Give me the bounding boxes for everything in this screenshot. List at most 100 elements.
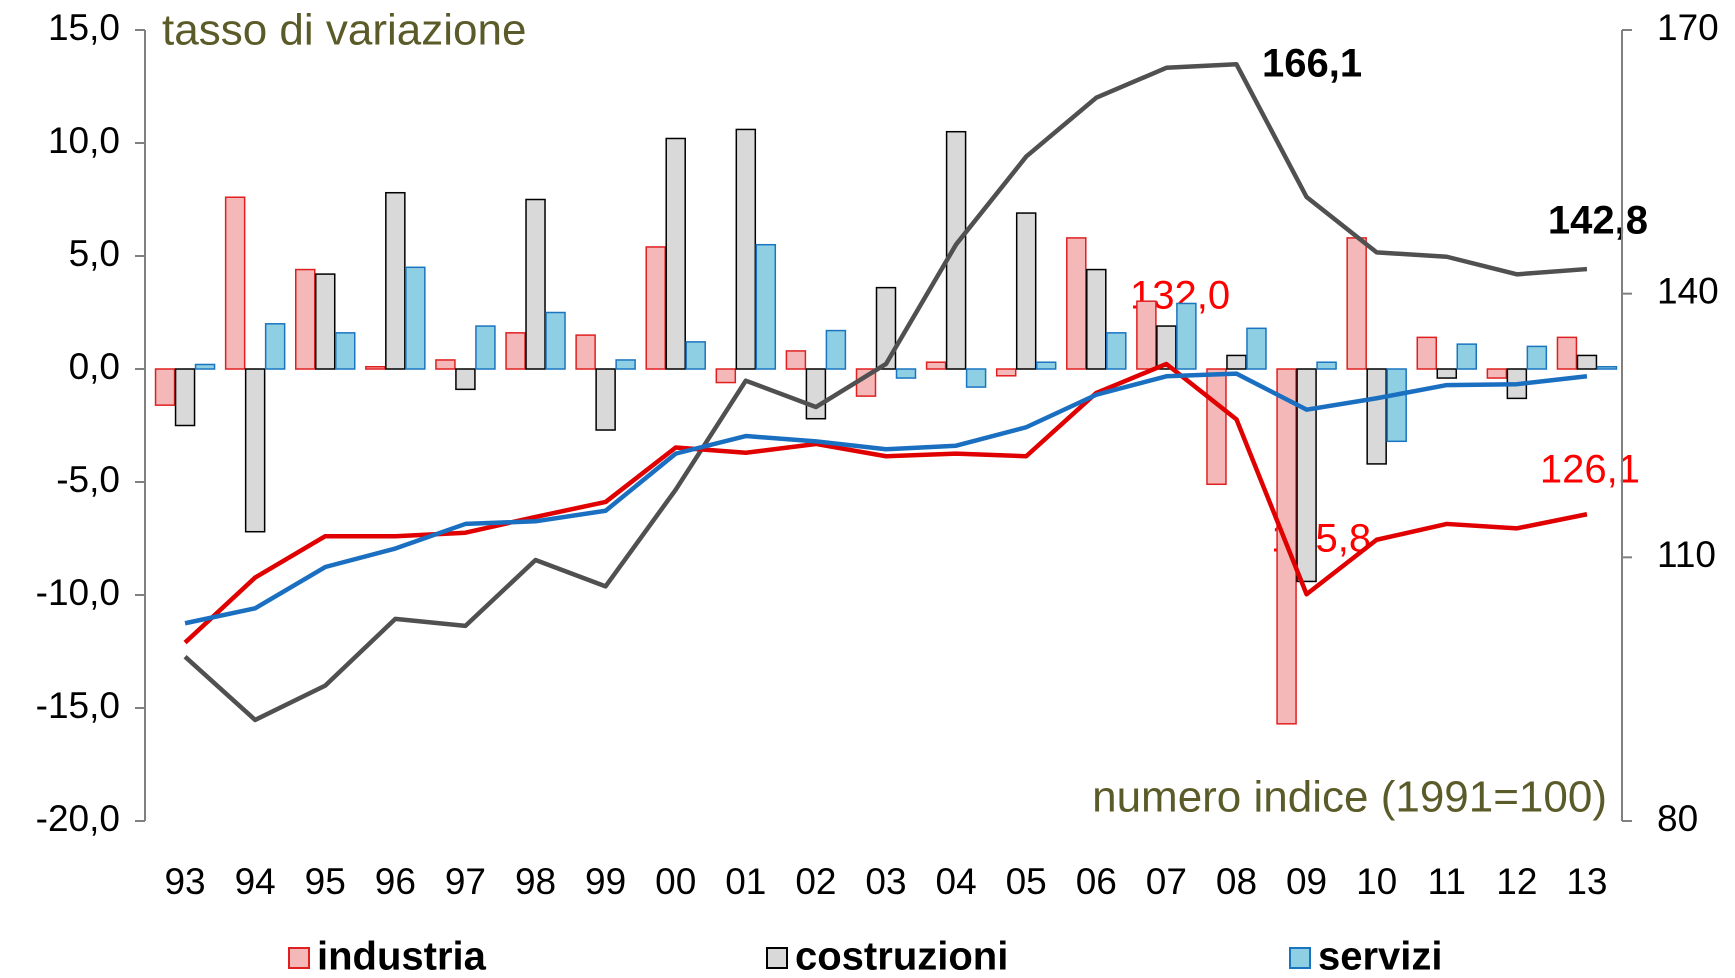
bar <box>825 329 847 370</box>
bar <box>1556 336 1578 370</box>
bar <box>314 273 336 370</box>
x-tick-label: 98 <box>515 861 556 902</box>
bar <box>1246 327 1267 370</box>
bar <box>925 361 947 370</box>
bar <box>1086 268 1107 370</box>
bar <box>1035 361 1057 370</box>
legend-label: industria <box>317 935 487 978</box>
x-tick-label: 02 <box>795 861 836 902</box>
x-tick-label: 97 <box>445 861 486 902</box>
x-tick-label: 04 <box>936 861 977 902</box>
bar <box>435 359 456 370</box>
bar <box>174 368 196 427</box>
bar <box>385 191 406 370</box>
bar <box>1015 212 1037 370</box>
line <box>184 371 1588 626</box>
legend-item: industria <box>288 935 487 978</box>
bar <box>1416 336 1438 370</box>
y2-tick-label: 170 <box>1657 7 1719 48</box>
bar <box>1596 365 1618 370</box>
bar <box>1576 354 1598 370</box>
annotation: 126,1 <box>1540 448 1640 492</box>
x-tick-label: 11 <box>1428 861 1466 902</box>
bar <box>1296 368 1317 583</box>
bar <box>505 332 526 370</box>
bar <box>875 286 897 370</box>
bar <box>1346 237 1367 370</box>
legend-swatch <box>1289 947 1311 969</box>
bar <box>615 359 636 370</box>
bar <box>1456 343 1478 370</box>
line <box>183 361 1588 645</box>
y2-tick-label: 80 <box>1657 798 1698 839</box>
y-tick-label: 10,0 <box>48 120 120 161</box>
y2-tick-label: 140 <box>1657 270 1719 311</box>
y-tick-label: -10,0 <box>36 572 120 613</box>
x-tick-label: 13 <box>1566 861 1607 902</box>
bar <box>455 368 476 391</box>
x-tick-label: 12 <box>1496 861 1537 902</box>
bar <box>755 243 777 370</box>
legend-swatch <box>766 947 788 969</box>
bar <box>1526 345 1548 370</box>
bar <box>1206 368 1227 486</box>
legend-item: servizi <box>1289 935 1443 978</box>
bar <box>995 368 1017 377</box>
y-tick-label: -20,0 <box>36 798 120 839</box>
y2-tick-label: 110 <box>1657 534 1716 575</box>
x-tick-label: 96 <box>375 861 416 902</box>
legend-item: costruzioni <box>766 935 1008 978</box>
bar <box>895 368 917 379</box>
bar <box>294 268 316 370</box>
bar <box>575 334 596 370</box>
bar <box>525 198 546 370</box>
bar <box>1106 332 1127 370</box>
x-tick-label: 09 <box>1286 861 1327 902</box>
x-tick-label: 10 <box>1356 861 1397 902</box>
bar <box>264 323 286 370</box>
bar <box>945 130 967 370</box>
x-tick-label: 94 <box>235 861 276 902</box>
bar <box>805 368 827 420</box>
y-tick-label: 5,0 <box>69 233 120 274</box>
x-tick-label: 05 <box>1006 861 1047 902</box>
legend-label: servizi <box>1318 935 1443 978</box>
bar <box>1136 300 1157 370</box>
y-axis-title: tasso di variazione <box>162 6 526 55</box>
bar <box>1156 325 1177 370</box>
y-tick-label: 15,0 <box>48 7 120 48</box>
bar <box>735 128 757 370</box>
x-tick-label: 93 <box>164 861 205 902</box>
x-tick-label: 99 <box>585 861 626 902</box>
bar <box>194 363 216 370</box>
bar <box>334 332 356 370</box>
x-tick-label: 08 <box>1216 861 1257 902</box>
x-tick-label: 00 <box>655 861 696 902</box>
bar <box>1386 368 1407 443</box>
y-tick-label: -5,0 <box>56 459 120 500</box>
bar <box>1366 368 1387 465</box>
bar <box>595 368 616 431</box>
bar <box>224 196 246 370</box>
bar <box>1316 361 1337 370</box>
bar <box>645 246 666 370</box>
bar <box>1226 354 1247 370</box>
bar <box>1176 302 1197 370</box>
y-tick-label: 0,0 <box>69 346 120 387</box>
annotation: 166,1 <box>1262 42 1362 86</box>
x-tick-label: 95 <box>305 861 346 902</box>
bar <box>1486 368 1508 379</box>
legend-swatch <box>288 947 310 969</box>
bar <box>405 266 426 370</box>
x-tick-label: 06 <box>1076 861 1117 902</box>
bar <box>365 365 386 370</box>
bar <box>545 311 566 370</box>
x-tick-label: 01 <box>725 861 766 902</box>
bar <box>715 368 737 384</box>
bar <box>685 341 706 370</box>
bar <box>154 368 176 406</box>
x-tick-label: 03 <box>865 861 906 902</box>
x-tick-label: 07 <box>1146 861 1187 902</box>
bar <box>1066 237 1087 370</box>
